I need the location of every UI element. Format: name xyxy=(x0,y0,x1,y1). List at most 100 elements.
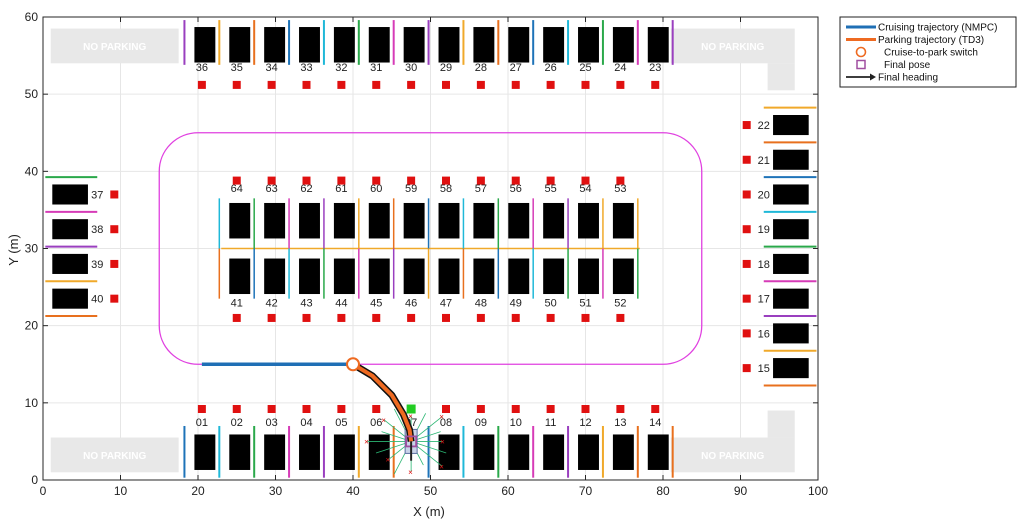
parked-car xyxy=(438,27,460,63)
slot-marker xyxy=(476,405,485,414)
parked-car xyxy=(773,115,809,136)
slot-marker xyxy=(616,80,625,89)
slot-marker xyxy=(742,155,751,164)
parked-car xyxy=(612,27,634,63)
parked-car xyxy=(647,434,669,470)
slot-marker xyxy=(742,225,751,234)
y-tick-label: 0 xyxy=(31,473,38,487)
slot-marker xyxy=(267,176,276,185)
slot-marker xyxy=(442,80,450,89)
slot-marker xyxy=(616,405,625,414)
no-parking-zone-extension xyxy=(767,410,795,438)
slot-label: 56 xyxy=(510,183,522,195)
slot-label: 21 xyxy=(758,155,770,167)
slot-label: 16 xyxy=(758,328,770,340)
parked-car xyxy=(403,258,425,295)
slot-label: 60 xyxy=(370,183,382,195)
slot-marker xyxy=(302,80,311,89)
slot-marker xyxy=(232,80,241,89)
slot-label: 27 xyxy=(510,62,522,74)
parked-car xyxy=(508,434,530,470)
slot-label: 32 xyxy=(335,62,347,74)
legend-key-heading-head xyxy=(870,73,876,81)
parked-car xyxy=(612,202,634,239)
x-tick-label: 100 xyxy=(808,484,828,498)
parked-car xyxy=(403,27,425,63)
x-tick-label: 10 xyxy=(114,484,128,498)
legend-label-park: Parking trajectory (TD3) xyxy=(878,35,984,46)
slot-label: 34 xyxy=(266,62,278,74)
slot-label: 61 xyxy=(335,183,347,195)
parked-car xyxy=(612,434,634,470)
parked-car xyxy=(473,202,495,239)
slot-label: 42 xyxy=(266,297,278,309)
slot-marker xyxy=(267,405,276,414)
y-tick-label: 20 xyxy=(25,319,39,333)
parked-car xyxy=(543,434,565,470)
slot-marker xyxy=(476,176,485,185)
slot-label: 49 xyxy=(510,297,522,309)
slot-marker xyxy=(267,80,276,89)
slot-marker xyxy=(302,405,311,414)
slot-label: 26 xyxy=(545,62,557,74)
slot-marker xyxy=(407,313,416,322)
slot-marker xyxy=(442,313,450,322)
slot-marker xyxy=(581,176,590,185)
slot-marker xyxy=(546,405,555,414)
slot-label: 13 xyxy=(614,417,626,429)
y-tick-label: 50 xyxy=(25,87,39,101)
slot-marker xyxy=(511,80,520,89)
legend: Cruising trajectory (NMPC)Parking trajec… xyxy=(839,16,1017,88)
slot-marker xyxy=(742,259,751,268)
slot-marker xyxy=(110,190,119,199)
slot-label: 53 xyxy=(614,183,626,195)
legend-label-heading: Final heading xyxy=(878,73,938,84)
x-tick-label: 40 xyxy=(346,484,360,498)
parked-car xyxy=(773,219,809,240)
slot-label: 36 xyxy=(196,62,208,74)
no-parking-label: NO PARKING xyxy=(701,451,764,462)
slot-label: 11 xyxy=(545,417,556,429)
legend-label-cruise: Cruising trajectory (NMPC) xyxy=(878,23,997,34)
slot-label: 30 xyxy=(405,62,417,74)
slot-label: 41 xyxy=(231,297,243,309)
slot-label: 15 xyxy=(758,363,770,375)
parked-car xyxy=(473,27,495,63)
no-parking-zone xyxy=(670,437,795,473)
x-tick-label: 60 xyxy=(501,484,515,498)
slot-label: 45 xyxy=(370,297,382,309)
slot-marker xyxy=(337,313,346,322)
x-tick-label: 90 xyxy=(734,484,748,498)
ray-hit-mark: × xyxy=(408,412,413,421)
parked-car xyxy=(194,434,216,470)
cruise-to-park-switch xyxy=(346,357,360,372)
parked-car xyxy=(368,202,390,239)
slot-label: 18 xyxy=(758,259,770,271)
parked-car xyxy=(368,258,390,295)
slot-label: 25 xyxy=(579,62,591,74)
no-parking-label: NO PARKING xyxy=(701,42,764,53)
slot-marker xyxy=(407,176,416,185)
slot-label: 23 xyxy=(649,62,661,74)
slot-label: 50 xyxy=(545,297,557,309)
slot-label: 58 xyxy=(440,183,452,195)
slot-marker xyxy=(511,313,520,322)
parked-car xyxy=(612,258,634,295)
slot-label: 48 xyxy=(475,297,487,309)
x-axis-label: X (m) xyxy=(413,504,445,519)
y-tick-label: 60 xyxy=(25,10,39,24)
parked-car xyxy=(647,27,669,63)
x-tick-label: 70 xyxy=(579,484,593,498)
parked-car xyxy=(438,258,460,295)
parked-car xyxy=(52,288,88,309)
slot-marker xyxy=(546,313,555,322)
slot-label: 54 xyxy=(579,183,591,195)
slot-label: 06 xyxy=(370,417,382,429)
slot-label: 64 xyxy=(231,183,243,195)
slot-label: 40 xyxy=(91,294,103,306)
parked-car xyxy=(773,358,809,379)
slot-marker xyxy=(742,294,751,303)
parked-car xyxy=(403,202,425,239)
slot-label: 05 xyxy=(335,417,347,429)
